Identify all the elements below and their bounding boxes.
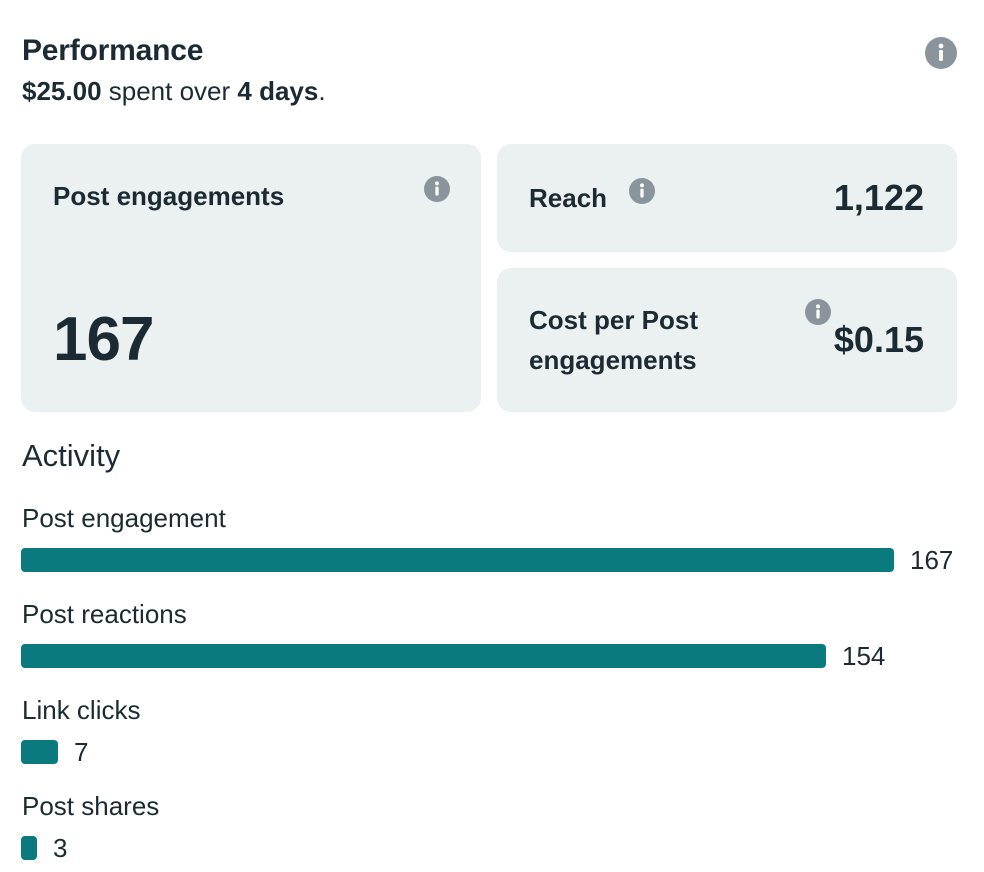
activity-bar-post-shares [21,836,37,860]
spend-middle-text: spent over [101,76,238,106]
page-title: Performance [22,34,204,67]
cost-per-engagement-label: Cost per Post engagements [529,305,699,375]
info-icon[interactable] [805,299,831,325]
activity-value-link-clicks: 7 [74,737,89,767]
post-engagements-label: Post engagements [53,181,285,211]
activity-bar-post-reactions [21,644,826,668]
post-engagements-value: 167 [53,305,154,374]
activity-label-post-shares: Post shares [22,791,160,821]
activity-value-post-reactions: 154 [842,641,886,671]
cost-per-engagement-card: Cost per Post engagements $0.15 [497,268,957,412]
post-engagements-card: Post engagements 167 [21,144,481,412]
reach-value: 1,122 [833,177,924,218]
info-icon[interactable] [925,37,957,69]
spend-duration: 4 days [237,76,319,106]
activity-bar-post-engagement [21,548,894,572]
activity-bar-link-clicks [21,740,58,764]
reach-label: Reach [529,183,608,213]
activity-label-post-reactions: Post reactions [22,599,187,629]
spend-end-text: . [318,76,326,106]
info-icon[interactable] [424,176,450,202]
info-icon[interactable] [629,178,655,204]
activity-label-link-clicks: Link clicks [22,695,141,725]
cost-per-engagement-value: $0.15 [833,319,924,360]
activity-label-post-engagement: Post engagement [22,503,226,533]
activity-value-post-shares: 3 [53,833,68,863]
spend-summary: $25.00 spent over 4 days. [22,76,326,107]
reach-card: Reach 1,122 [497,144,957,252]
activity-heading: Activity [22,438,121,473]
spend-amount: $25.00 [22,76,102,106]
activity-value-post-engagement: 167 [910,545,954,575]
